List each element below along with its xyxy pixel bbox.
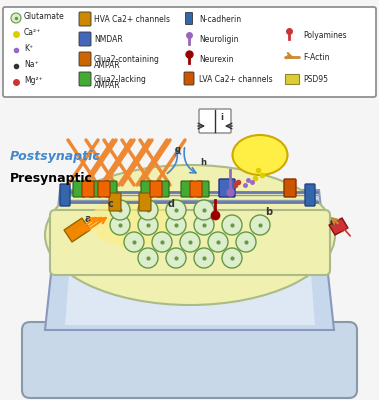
Circle shape <box>138 248 158 268</box>
FancyBboxPatch shape <box>139 193 151 211</box>
Text: PSD95: PSD95 <box>303 76 328 84</box>
Ellipse shape <box>90 197 170 247</box>
Circle shape <box>166 248 186 268</box>
FancyBboxPatch shape <box>22 322 357 398</box>
FancyBboxPatch shape <box>50 210 330 275</box>
Text: h: h <box>200 158 206 167</box>
FancyBboxPatch shape <box>305 184 315 206</box>
FancyBboxPatch shape <box>79 12 91 26</box>
FancyBboxPatch shape <box>150 181 162 197</box>
Ellipse shape <box>45 165 335 305</box>
Text: Postsynaptic: Postsynaptic <box>10 150 101 163</box>
FancyBboxPatch shape <box>109 193 121 211</box>
Text: AMPAR: AMPAR <box>94 60 121 70</box>
FancyBboxPatch shape <box>199 109 231 133</box>
FancyBboxPatch shape <box>3 7 376 97</box>
Circle shape <box>250 215 270 235</box>
Circle shape <box>194 215 214 235</box>
Circle shape <box>194 248 214 268</box>
Text: K⁺: K⁺ <box>24 44 33 53</box>
Circle shape <box>110 200 130 220</box>
FancyBboxPatch shape <box>60 184 70 206</box>
Circle shape <box>222 215 242 235</box>
Text: Na⁺: Na⁺ <box>24 60 39 69</box>
Text: HVA Ca2+ channels: HVA Ca2+ channels <box>94 14 170 24</box>
FancyBboxPatch shape <box>219 179 235 197</box>
Text: a: a <box>85 214 91 224</box>
Text: Presynaptic: Presynaptic <box>10 172 93 185</box>
FancyBboxPatch shape <box>79 52 91 66</box>
Circle shape <box>138 200 158 220</box>
Circle shape <box>11 13 21 23</box>
Text: c: c <box>108 199 114 209</box>
Circle shape <box>208 232 228 252</box>
Text: b: b <box>265 207 272 217</box>
FancyBboxPatch shape <box>157 181 169 197</box>
FancyBboxPatch shape <box>73 181 85 197</box>
FancyBboxPatch shape <box>105 181 117 197</box>
Circle shape <box>194 200 214 220</box>
Text: d: d <box>168 199 175 209</box>
Circle shape <box>166 215 186 235</box>
Text: Mg²⁺: Mg²⁺ <box>24 76 43 85</box>
Text: i: i <box>220 113 223 122</box>
Text: Polyamines: Polyamines <box>303 32 347 40</box>
Text: LVA Ca2+ channels: LVA Ca2+ channels <box>199 76 273 84</box>
FancyBboxPatch shape <box>141 181 153 197</box>
Polygon shape <box>45 190 334 330</box>
Ellipse shape <box>232 135 288 175</box>
Circle shape <box>110 215 130 235</box>
Text: Glutamate: Glutamate <box>24 12 65 21</box>
Circle shape <box>180 232 200 252</box>
Text: Glua2-lacking: Glua2-lacking <box>94 74 147 84</box>
Text: Glua2-containing: Glua2-containing <box>94 54 160 64</box>
Bar <box>285 74 299 84</box>
Text: Neuroligin: Neuroligin <box>199 36 238 44</box>
FancyBboxPatch shape <box>184 72 194 85</box>
Circle shape <box>152 232 172 252</box>
Text: Neurexin: Neurexin <box>199 56 233 64</box>
FancyBboxPatch shape <box>197 181 209 197</box>
Text: N-cadherin: N-cadherin <box>199 16 241 24</box>
Polygon shape <box>65 200 315 325</box>
FancyBboxPatch shape <box>79 72 91 86</box>
FancyBboxPatch shape <box>89 181 101 197</box>
Polygon shape <box>64 218 90 242</box>
Circle shape <box>166 200 186 220</box>
FancyBboxPatch shape <box>185 12 193 24</box>
FancyBboxPatch shape <box>79 32 91 46</box>
Circle shape <box>236 232 256 252</box>
Text: g: g <box>175 145 181 154</box>
Text: F-Actin: F-Actin <box>303 54 329 62</box>
Text: Ca²⁺: Ca²⁺ <box>24 28 41 37</box>
Text: AMPAR: AMPAR <box>94 80 121 90</box>
Text: NMDAR: NMDAR <box>94 34 123 44</box>
FancyBboxPatch shape <box>82 181 94 197</box>
FancyBboxPatch shape <box>190 181 202 197</box>
FancyBboxPatch shape <box>181 181 193 197</box>
Text: e: e <box>330 217 337 227</box>
FancyBboxPatch shape <box>98 181 110 197</box>
Circle shape <box>138 215 158 235</box>
FancyBboxPatch shape <box>284 179 296 197</box>
Polygon shape <box>329 218 348 235</box>
Circle shape <box>124 232 144 252</box>
Circle shape <box>222 248 242 268</box>
